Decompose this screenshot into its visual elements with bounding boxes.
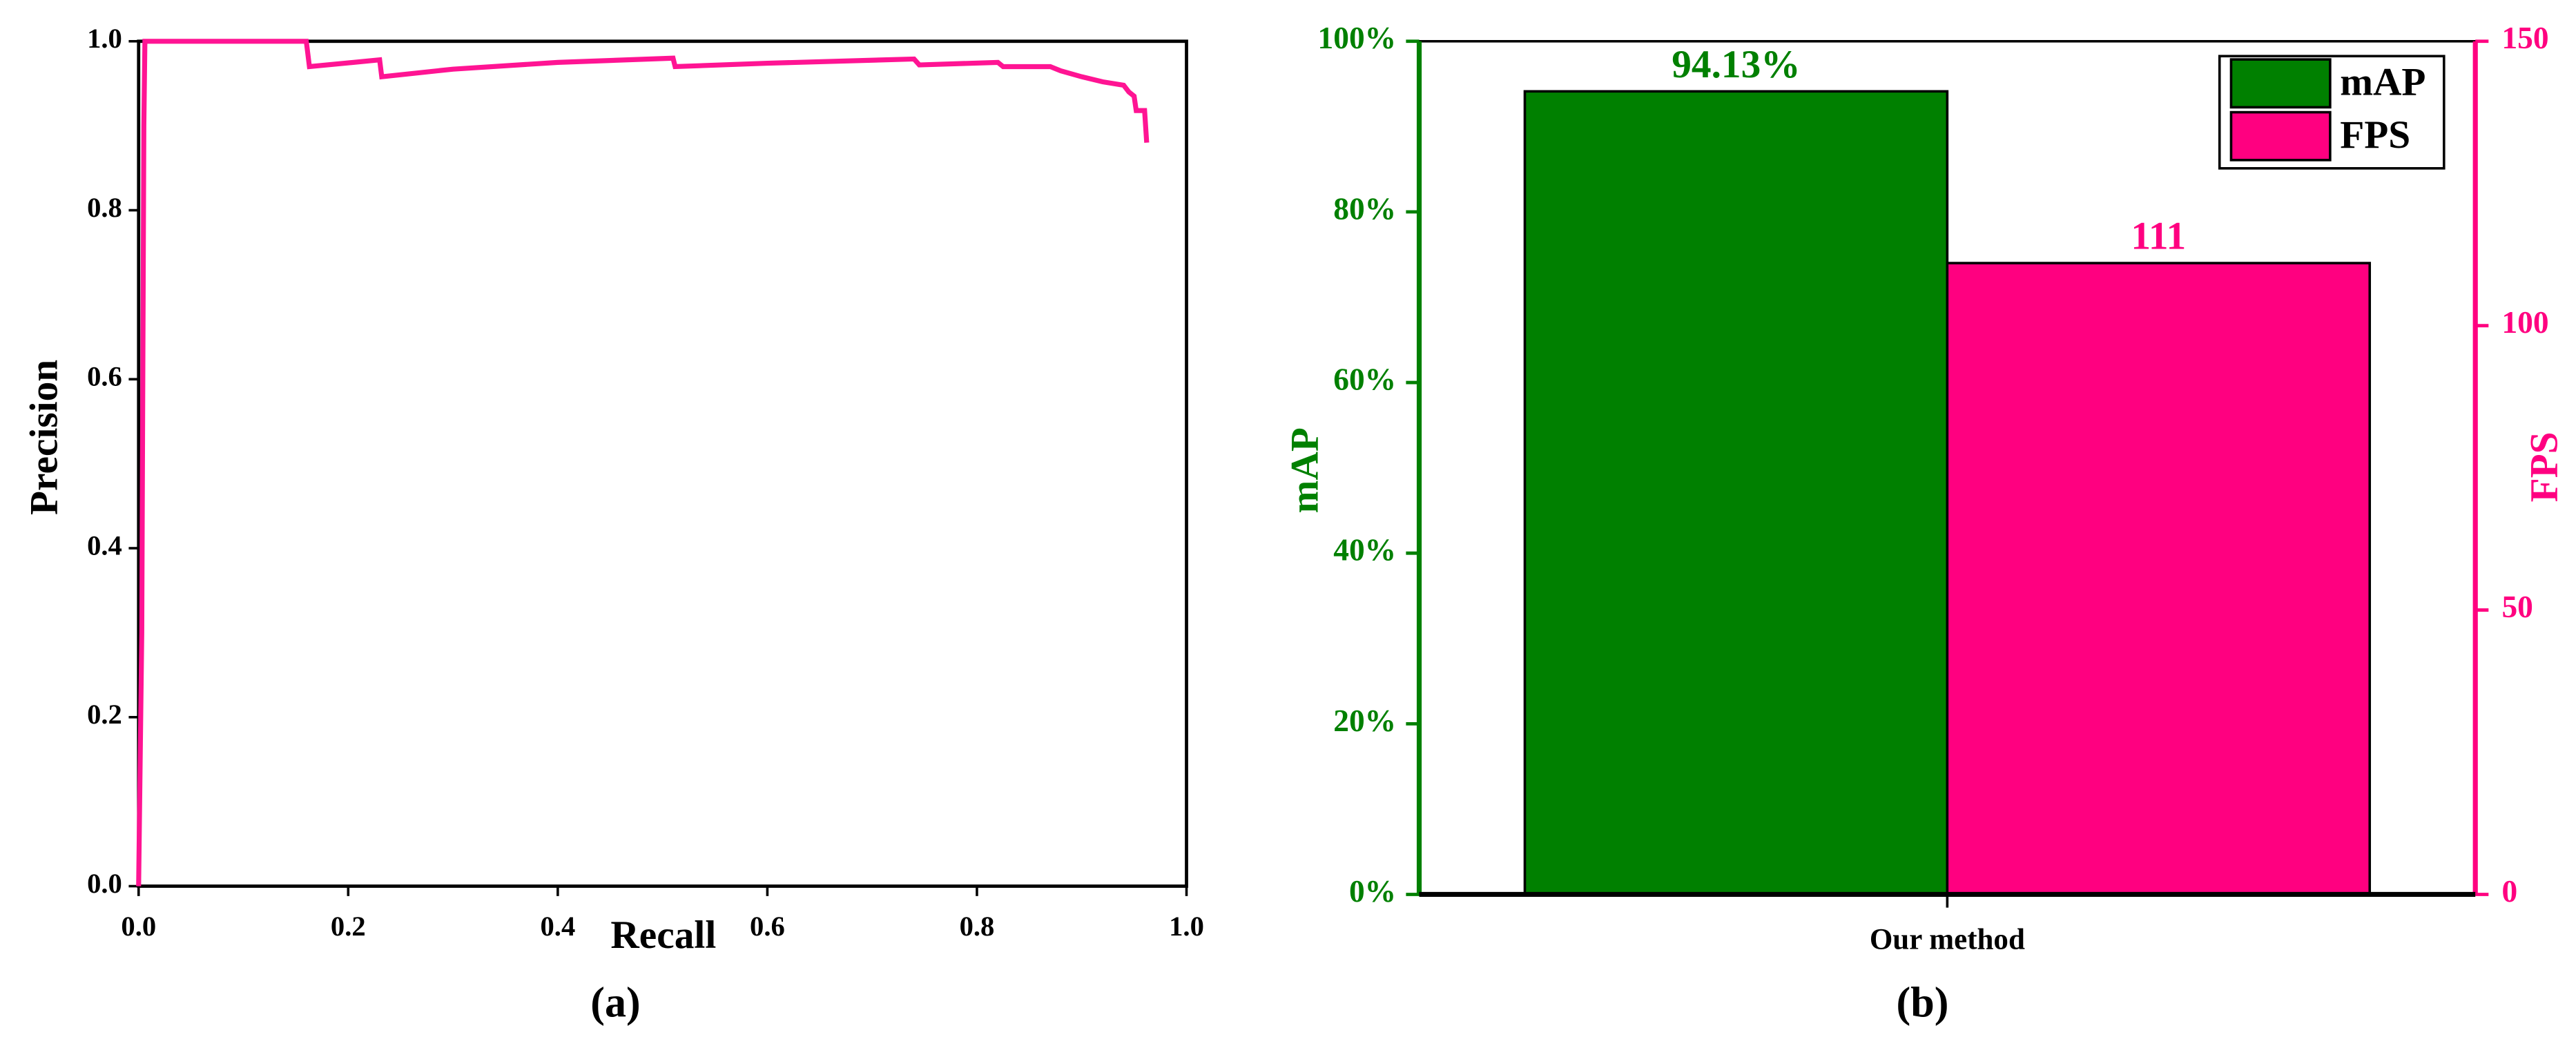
y-tick-label: 0% bbox=[1349, 874, 1396, 909]
x-tick-label: 0.6 bbox=[750, 911, 785, 942]
caption: (b) bbox=[1897, 979, 1949, 1026]
x-tick-label: 0.2 bbox=[331, 911, 366, 942]
y-tick-label: 1.0 bbox=[87, 23, 122, 54]
y2-tick-label: 50 bbox=[2501, 590, 2533, 624]
x-tick-label: 1.0 bbox=[1169, 911, 1204, 942]
y-tick-label: 80% bbox=[1333, 191, 1396, 226]
legend-label: mAP bbox=[2340, 60, 2425, 104]
y2-tick-label: 150 bbox=[2501, 21, 2548, 55]
y-tick-label: 60% bbox=[1333, 362, 1396, 396]
x-tick-label: 0.0 bbox=[121, 911, 156, 942]
y-tick-label: 40% bbox=[1333, 533, 1396, 568]
bar bbox=[1523, 90, 1949, 896]
y-axis-label: mAP bbox=[1284, 427, 1327, 513]
value-label: 94.13% bbox=[1672, 43, 1800, 86]
y-tick-label: 0.6 bbox=[87, 361, 122, 392]
x-tick-label: 0.4 bbox=[540, 911, 575, 942]
legend-swatch bbox=[2229, 110, 2332, 162]
caption: (a) bbox=[590, 979, 640, 1026]
y-tick-label: 100% bbox=[1318, 21, 1397, 55]
y2-tick-label: 0 bbox=[2501, 874, 2517, 909]
x-tick-label: 0.8 bbox=[960, 911, 995, 942]
y-axis-label: Precision bbox=[22, 360, 66, 515]
value-label: 111 bbox=[2131, 215, 2186, 258]
y-tick-label: 0.0 bbox=[87, 868, 122, 899]
pr-curve bbox=[136, 39, 1150, 886]
y-tick-label: 20% bbox=[1333, 704, 1396, 738]
legend-label: FPS bbox=[2340, 113, 2410, 157]
y-tick-label: 0.8 bbox=[87, 192, 122, 223]
legend-swatch bbox=[2229, 58, 2332, 109]
y2-tick-label: 100 bbox=[2501, 305, 2548, 340]
x-axis-label: Recall bbox=[610, 913, 716, 957]
bar bbox=[1946, 262, 2372, 896]
y2-axis-label: FPS bbox=[2523, 432, 2566, 502]
x-tick-label: Our method bbox=[1870, 924, 2025, 956]
y-tick-label: 0.4 bbox=[87, 530, 122, 561]
plot-frame bbox=[137, 39, 1188, 888]
y-tick-label: 0.2 bbox=[87, 699, 122, 730]
